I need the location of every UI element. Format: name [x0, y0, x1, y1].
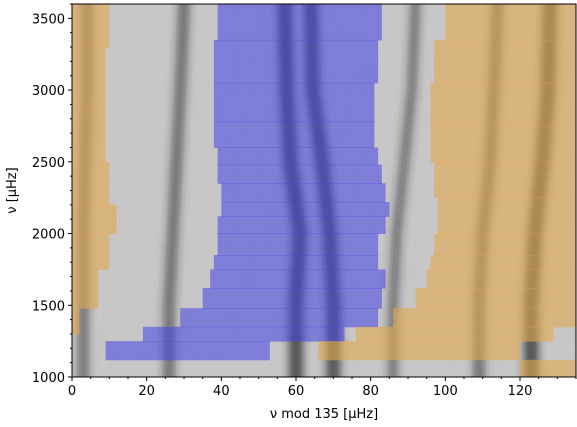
x-tick-label: 60: [288, 384, 305, 399]
region-1-step-9: [434, 161, 576, 199]
x-tick-label: 80: [362, 384, 379, 399]
region-1-step-11: [430, 82, 576, 127]
x-axis-label: ν mod 135 [μHz]: [270, 407, 378, 422]
region-2-step-0: [72, 308, 80, 335]
y-tick-label: 1500: [32, 299, 65, 314]
region-0-step-8: [217, 216, 386, 235]
region-1-step-8: [437, 197, 576, 235]
region-1-step-10: [430, 125, 576, 163]
region-2-step-4: [72, 161, 110, 206]
region-1-step-0: [520, 359, 576, 377]
x-tick-label: 0: [68, 384, 76, 399]
region-2-step-6: [72, 47, 106, 105]
region-1-step-1: [318, 341, 520, 361]
region-2-step-2: [72, 233, 110, 270]
region-0-step-1: [105, 341, 270, 361]
region-layer: [72, 4, 576, 377]
region-0-step-13: [213, 121, 375, 148]
region-0-step-7: [217, 233, 379, 256]
region-1-step-3: [393, 308, 576, 328]
region-1-step-7: [434, 233, 576, 256]
region-0-step-3: [180, 308, 379, 328]
x-tick-label: 20: [138, 384, 155, 399]
region-1-step-6: [430, 255, 576, 270]
x-tick-label: 120: [508, 384, 533, 399]
y-axis: 1000 1500 2000 2500 3000 3500: [32, 3, 72, 386]
y-tick-label: 3500: [32, 12, 65, 27]
region-0-step-16: [217, 4, 382, 41]
region-1-step-2: [355, 326, 554, 342]
y-tick-label: 3000: [32, 84, 65, 99]
region-0-step-10: [221, 183, 386, 203]
y-tick-label: 2000: [32, 228, 65, 243]
y-tick-label: 1000: [32, 371, 65, 386]
region-1-step-4: [415, 288, 576, 309]
region-2-step-5: [72, 104, 106, 163]
region-0-step-6: [213, 255, 379, 270]
region-0-step-9: [221, 201, 390, 217]
x-tick-label: 100: [433, 384, 458, 399]
region-0-step-2: [142, 326, 345, 342]
ridge-core-0: [167, 4, 186, 377]
x-axis: 0 20 40 60 80 100 120: [68, 377, 577, 399]
x-tick-label: 40: [213, 384, 230, 399]
region-1-step-13: [445, 4, 576, 41]
region-1-step-12: [434, 39, 576, 84]
region-0-step-15: [213, 39, 379, 84]
region-0-step-11: [217, 164, 382, 184]
y-tick-label: 2500: [32, 156, 65, 171]
region-1-step-5: [426, 269, 576, 289]
region-0-step-5: [210, 269, 386, 289]
region-2-step-3: [72, 204, 117, 235]
region-2-step-7: [72, 4, 110, 48]
region-0-step-14: [213, 82, 375, 123]
y-axis-label: ν [μHz]: [5, 167, 20, 213]
region-0-step-4: [202, 288, 382, 309]
region-2-step-1: [72, 269, 99, 309]
region-0-step-12: [217, 147, 379, 166]
